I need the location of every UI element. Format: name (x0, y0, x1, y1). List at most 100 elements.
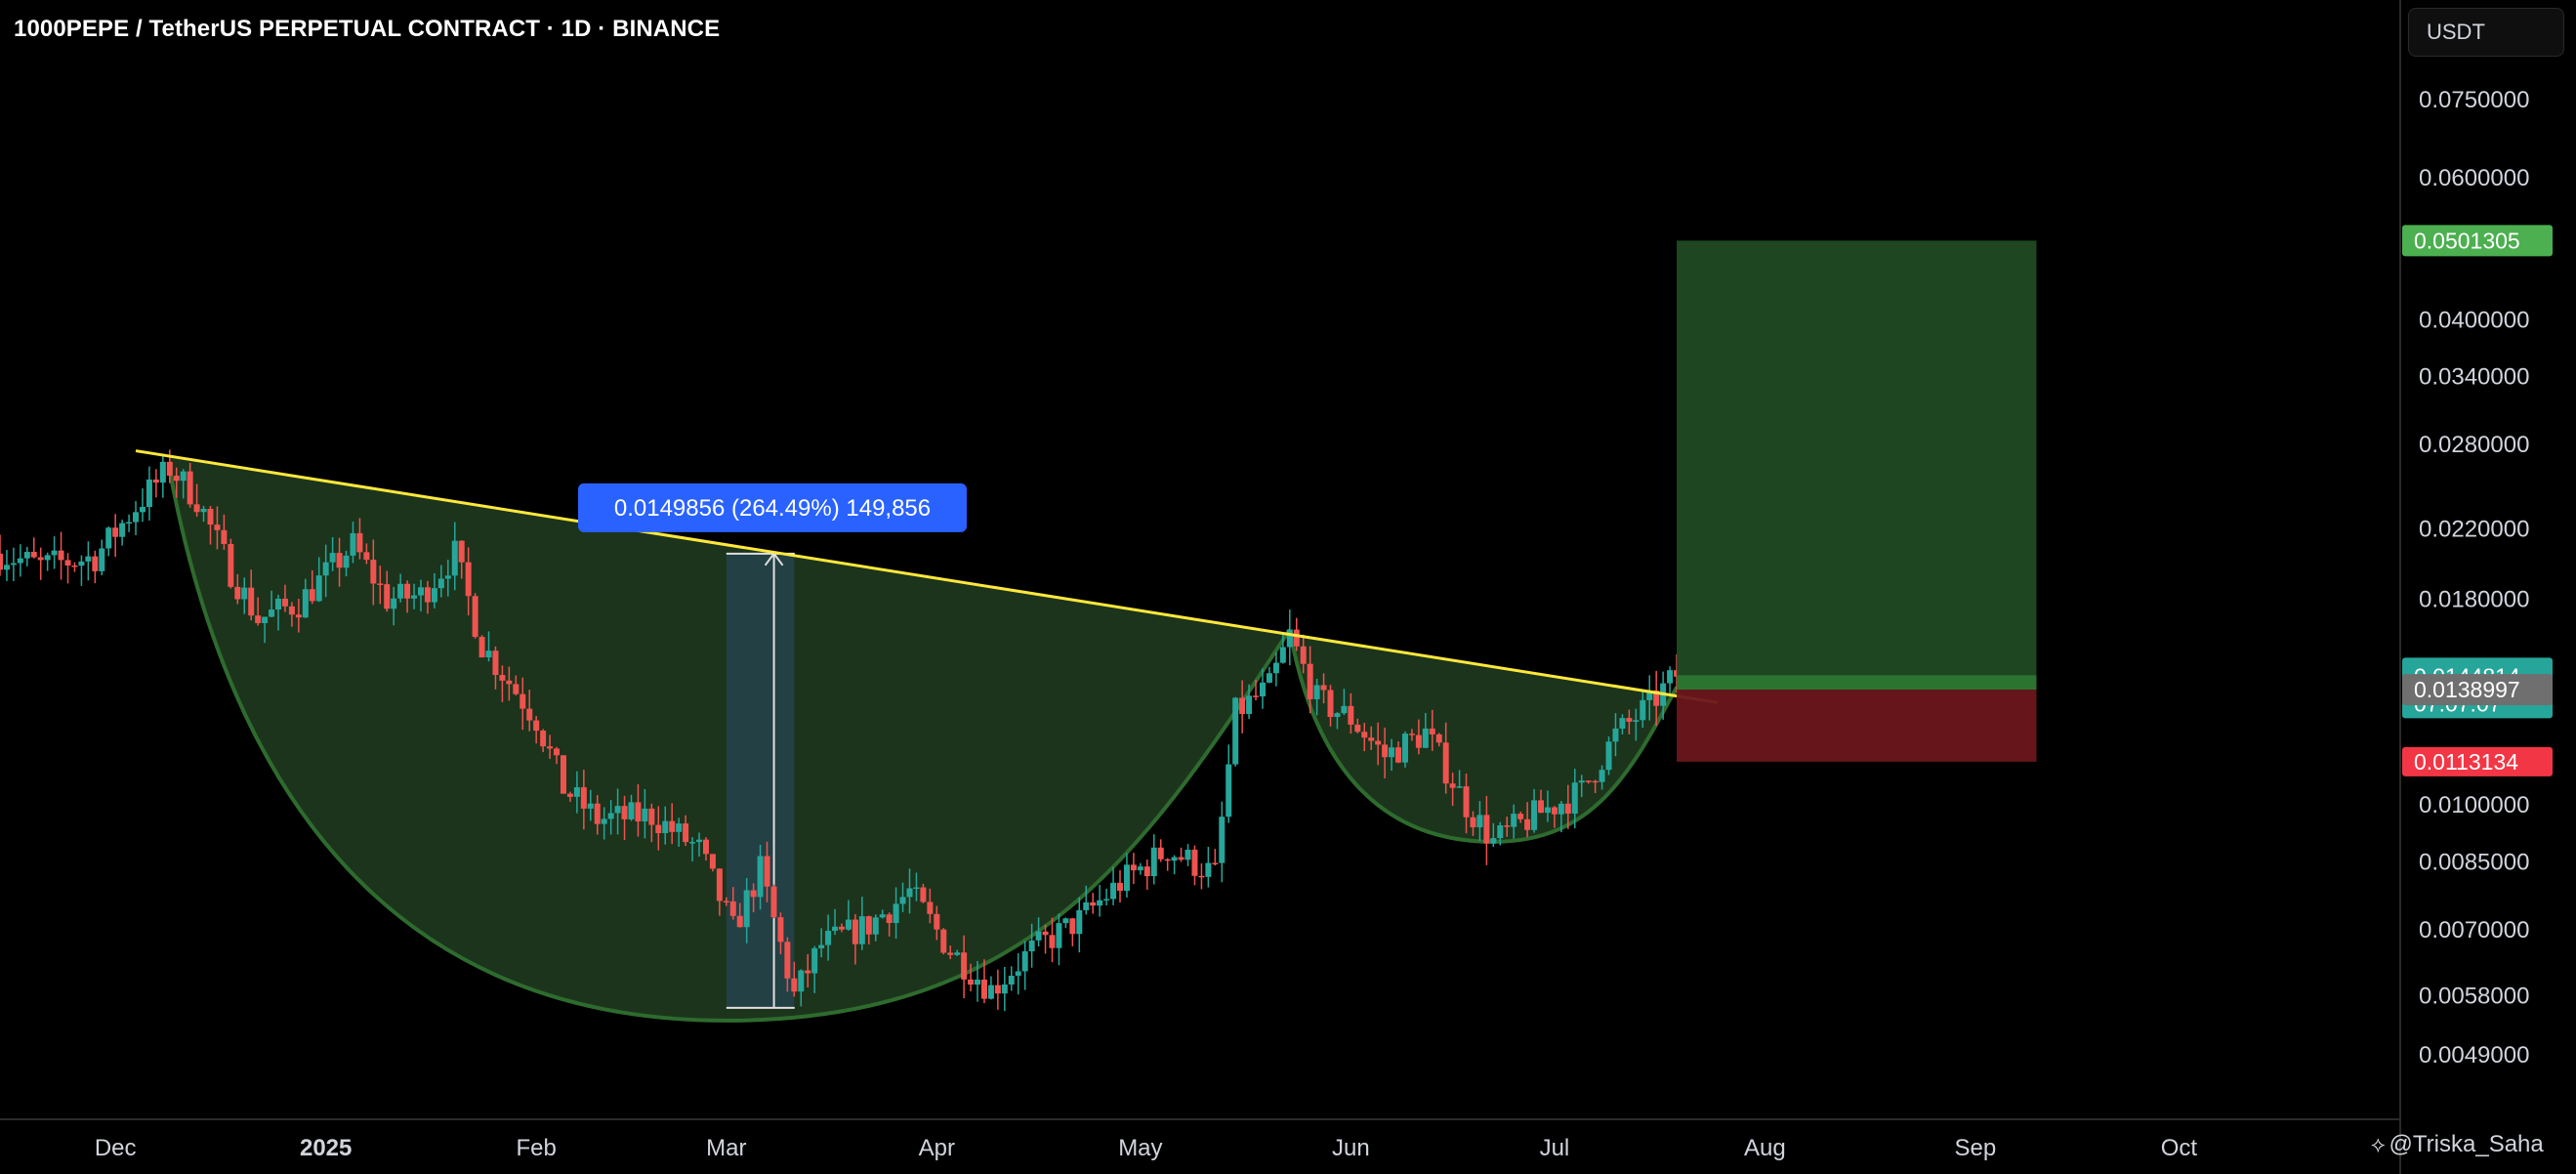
candle-body (1150, 847, 1157, 877)
candle-body (1246, 695, 1253, 715)
candle-body (838, 926, 845, 930)
candle-body (112, 527, 119, 537)
price-axis[interactable]: 0.0750000 0.0600000 0.0400000 0.0340000 0.02… (2419, 87, 2529, 1069)
candle-body (451, 540, 458, 576)
candle-body (1551, 807, 1558, 815)
stop-zone[interactable] (1677, 690, 2037, 762)
target-zone[interactable] (1677, 240, 2037, 691)
time-axis[interactable]: Dec 2025 Feb Mar Apr May Jun Jul Aug Sep Oct (95, 1135, 2198, 1161)
price-tick-label: 0.0100000 (2419, 792, 2529, 818)
time-tick-label: Sep (1955, 1135, 1997, 1161)
candle-body (1069, 918, 1076, 935)
candle-body (669, 820, 676, 832)
candle-body (1110, 882, 1117, 900)
candle-body (1599, 770, 1605, 782)
candle-body (987, 985, 994, 999)
candle-body (872, 917, 879, 935)
candle-body (1368, 737, 1375, 741)
candle-body (1042, 931, 1049, 936)
candle-body (1178, 857, 1184, 860)
candle-body (1253, 695, 1260, 697)
candle-body (363, 552, 370, 561)
candle-body (424, 587, 431, 603)
candle-body (133, 512, 140, 523)
candle-body (255, 615, 262, 624)
price-tick-label: 0.0400000 (2419, 307, 2529, 333)
candle-body (1232, 697, 1239, 765)
target-price-tag-label: 0.0501305 (2414, 228, 2520, 253)
candle-body (485, 650, 492, 658)
candle-body (676, 823, 683, 832)
price-tick-label: 0.0280000 (2419, 432, 2529, 458)
candle-body (1354, 724, 1361, 733)
candle-body (1279, 647, 1286, 663)
price-tick-label: 0.0180000 (2419, 586, 2529, 612)
resistance-trendline[interactable] (135, 449, 1718, 704)
candle-body (798, 970, 805, 992)
candle-body (126, 522, 133, 524)
candle-body (1286, 629, 1293, 648)
candle-body (478, 637, 485, 658)
candle-body (852, 919, 858, 944)
candle-body (499, 675, 506, 681)
candle-body (431, 588, 437, 603)
candle-body (44, 555, 51, 561)
candle-body (533, 720, 540, 732)
candle-body (1483, 815, 1490, 844)
time-tick-label: Oct (2161, 1135, 2198, 1161)
candle-body (1226, 764, 1232, 818)
candle-body (322, 562, 329, 576)
candle-body (1578, 780, 1585, 783)
time-tick-label: Aug (1744, 1135, 1786, 1161)
candle-body (648, 808, 655, 825)
candle-body (1001, 984, 1008, 994)
candle-body (594, 803, 601, 824)
candle-body (1415, 734, 1422, 748)
candle-body (145, 479, 152, 508)
currency-unit-button[interactable]: USDT (2408, 8, 2564, 57)
candle-body (384, 584, 391, 609)
entry-price-tag-label: 0.0138997 (2414, 677, 2520, 702)
candle-body (1198, 875, 1205, 878)
candle-body (269, 609, 275, 617)
handle-pattern-fill (1289, 629, 1678, 842)
candle-body (886, 914, 893, 923)
stop-price-tag-label: 0.0113134 (2414, 749, 2518, 775)
candle-body (1422, 728, 1429, 748)
candle-body (1408, 734, 1415, 735)
candle-body (621, 806, 628, 819)
time-tick-label: Jul (1540, 1135, 1570, 1161)
candle-body (281, 599, 288, 607)
candle-body (315, 575, 322, 602)
candle-body (78, 561, 85, 566)
candle-body (1401, 734, 1408, 763)
candle-body (1028, 940, 1035, 952)
candle-body (784, 942, 791, 979)
candle-body (811, 947, 818, 974)
candle-body (716, 868, 723, 901)
candle-body (934, 913, 940, 930)
candle-body (1633, 720, 1640, 722)
candle-body (573, 787, 580, 797)
candle-body (1524, 818, 1531, 830)
candle-body (0, 553, 3, 570)
candle-body (397, 583, 404, 599)
candle-body (1531, 800, 1538, 830)
candle-body (37, 557, 44, 561)
time-tick-label: Dec (95, 1135, 137, 1161)
candle-body (1504, 825, 1511, 827)
candle-body (1008, 976, 1015, 985)
candle-body (777, 917, 784, 943)
candle-body (1470, 817, 1476, 828)
candle-body (214, 524, 221, 530)
candle-body (1049, 935, 1056, 948)
candle-body (1646, 690, 1653, 700)
candle-body (1619, 718, 1626, 729)
candle-body (1307, 663, 1313, 699)
candle-body (356, 532, 363, 553)
candle-body (526, 708, 533, 721)
candle-body (587, 803, 594, 809)
candle-body (1056, 923, 1062, 948)
candle-body (1062, 918, 1069, 924)
